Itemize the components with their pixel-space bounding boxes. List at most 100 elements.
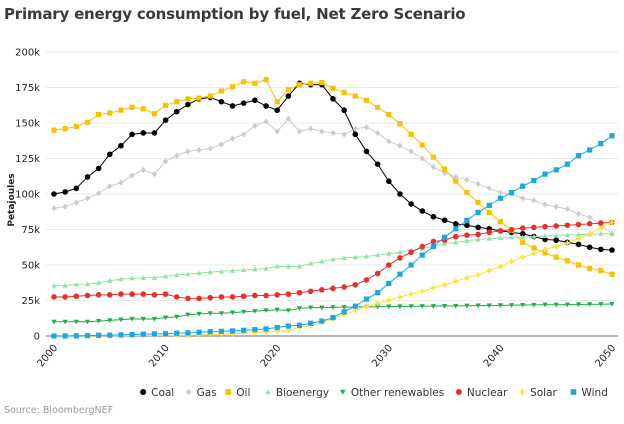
data-point [73,333,79,339]
data-point [575,262,582,268]
data-point [263,308,269,314]
data-point [352,303,358,309]
data-point [508,226,515,233]
data-point [73,185,80,192]
legend-marker [265,389,271,395]
data-point [51,127,57,133]
data-point [486,236,492,241]
data-point [185,96,191,102]
data-point [151,316,158,322]
data-point [475,236,481,242]
data-point [173,294,180,300]
y-tick-label: 150k [15,119,40,130]
data-point [151,111,158,117]
data-point [151,171,158,178]
data-point [285,115,291,122]
data-point [598,268,604,274]
data-point [453,303,459,309]
data-point [397,142,403,149]
data-point [84,195,91,202]
data-point [375,129,381,137]
data-point [330,96,336,102]
data-point [430,163,437,171]
data-point [430,285,437,291]
data-point [241,131,247,138]
data-point [508,234,515,240]
legend-marker [519,389,525,395]
legend: Coal Gas Oil Bioenergy Other renewables Nucle… [140,387,608,399]
data-point [163,158,169,165]
data-point [386,251,392,256]
data-point [252,292,258,299]
data-point [464,217,470,223]
data-point [575,210,582,217]
legend-label: Nuclear [467,387,508,399]
data-point [73,319,79,325]
data-point [408,262,414,268]
data-point [520,302,526,308]
data-point [207,311,213,316]
data-point [442,166,448,172]
data-point [609,231,615,236]
data-point [386,111,392,118]
data-point [173,108,180,115]
data-point [229,294,236,300]
data-point [575,236,582,242]
data-point [442,282,448,288]
series-line [53,79,613,275]
data-point [542,236,548,243]
data-point [564,222,571,229]
data-point [598,220,604,226]
data-point [330,285,336,292]
data-point [96,190,102,197]
data-point [296,289,303,296]
legend-item: Nuclear [455,387,508,399]
data-point [374,161,381,167]
data-point [73,123,79,130]
data-point [542,201,548,208]
data-point [330,256,336,262]
data-point [408,131,414,137]
data-point [51,191,57,197]
data-point [129,316,135,322]
data-point [151,130,158,136]
data-point [263,292,269,299]
data-point [252,80,258,86]
data-point [553,243,559,250]
data-point [285,263,291,269]
data-point [118,179,124,186]
data-point [96,319,102,324]
data-point [430,238,437,245]
data-point [386,280,392,287]
data-point [263,103,269,109]
data-point [319,305,325,311]
data-point [96,111,102,118]
data-point [575,302,582,308]
legend-label: Gas [197,387,217,399]
data-point [352,282,359,288]
data-point [575,153,582,159]
data-point [397,191,403,197]
data-point [330,129,336,137]
data-point [162,291,169,297]
data-point [207,269,213,275]
data-point [464,232,470,238]
data-point [185,330,191,336]
legend-item: Wind [570,387,608,399]
data-point [274,107,281,114]
data-point [229,103,236,109]
data-point [419,208,426,214]
legend-item: Other renewables [340,387,444,399]
data-point [241,327,247,333]
data-point [129,104,135,110]
data-point [241,309,247,315]
x-tick-label: 2010 [147,343,172,370]
data-point [151,275,158,280]
data-point [587,214,593,221]
data-point [330,314,336,321]
data-point [397,249,403,255]
data-point [542,223,548,230]
data-point [62,333,68,339]
data-point [363,253,370,259]
data-point [341,305,347,310]
